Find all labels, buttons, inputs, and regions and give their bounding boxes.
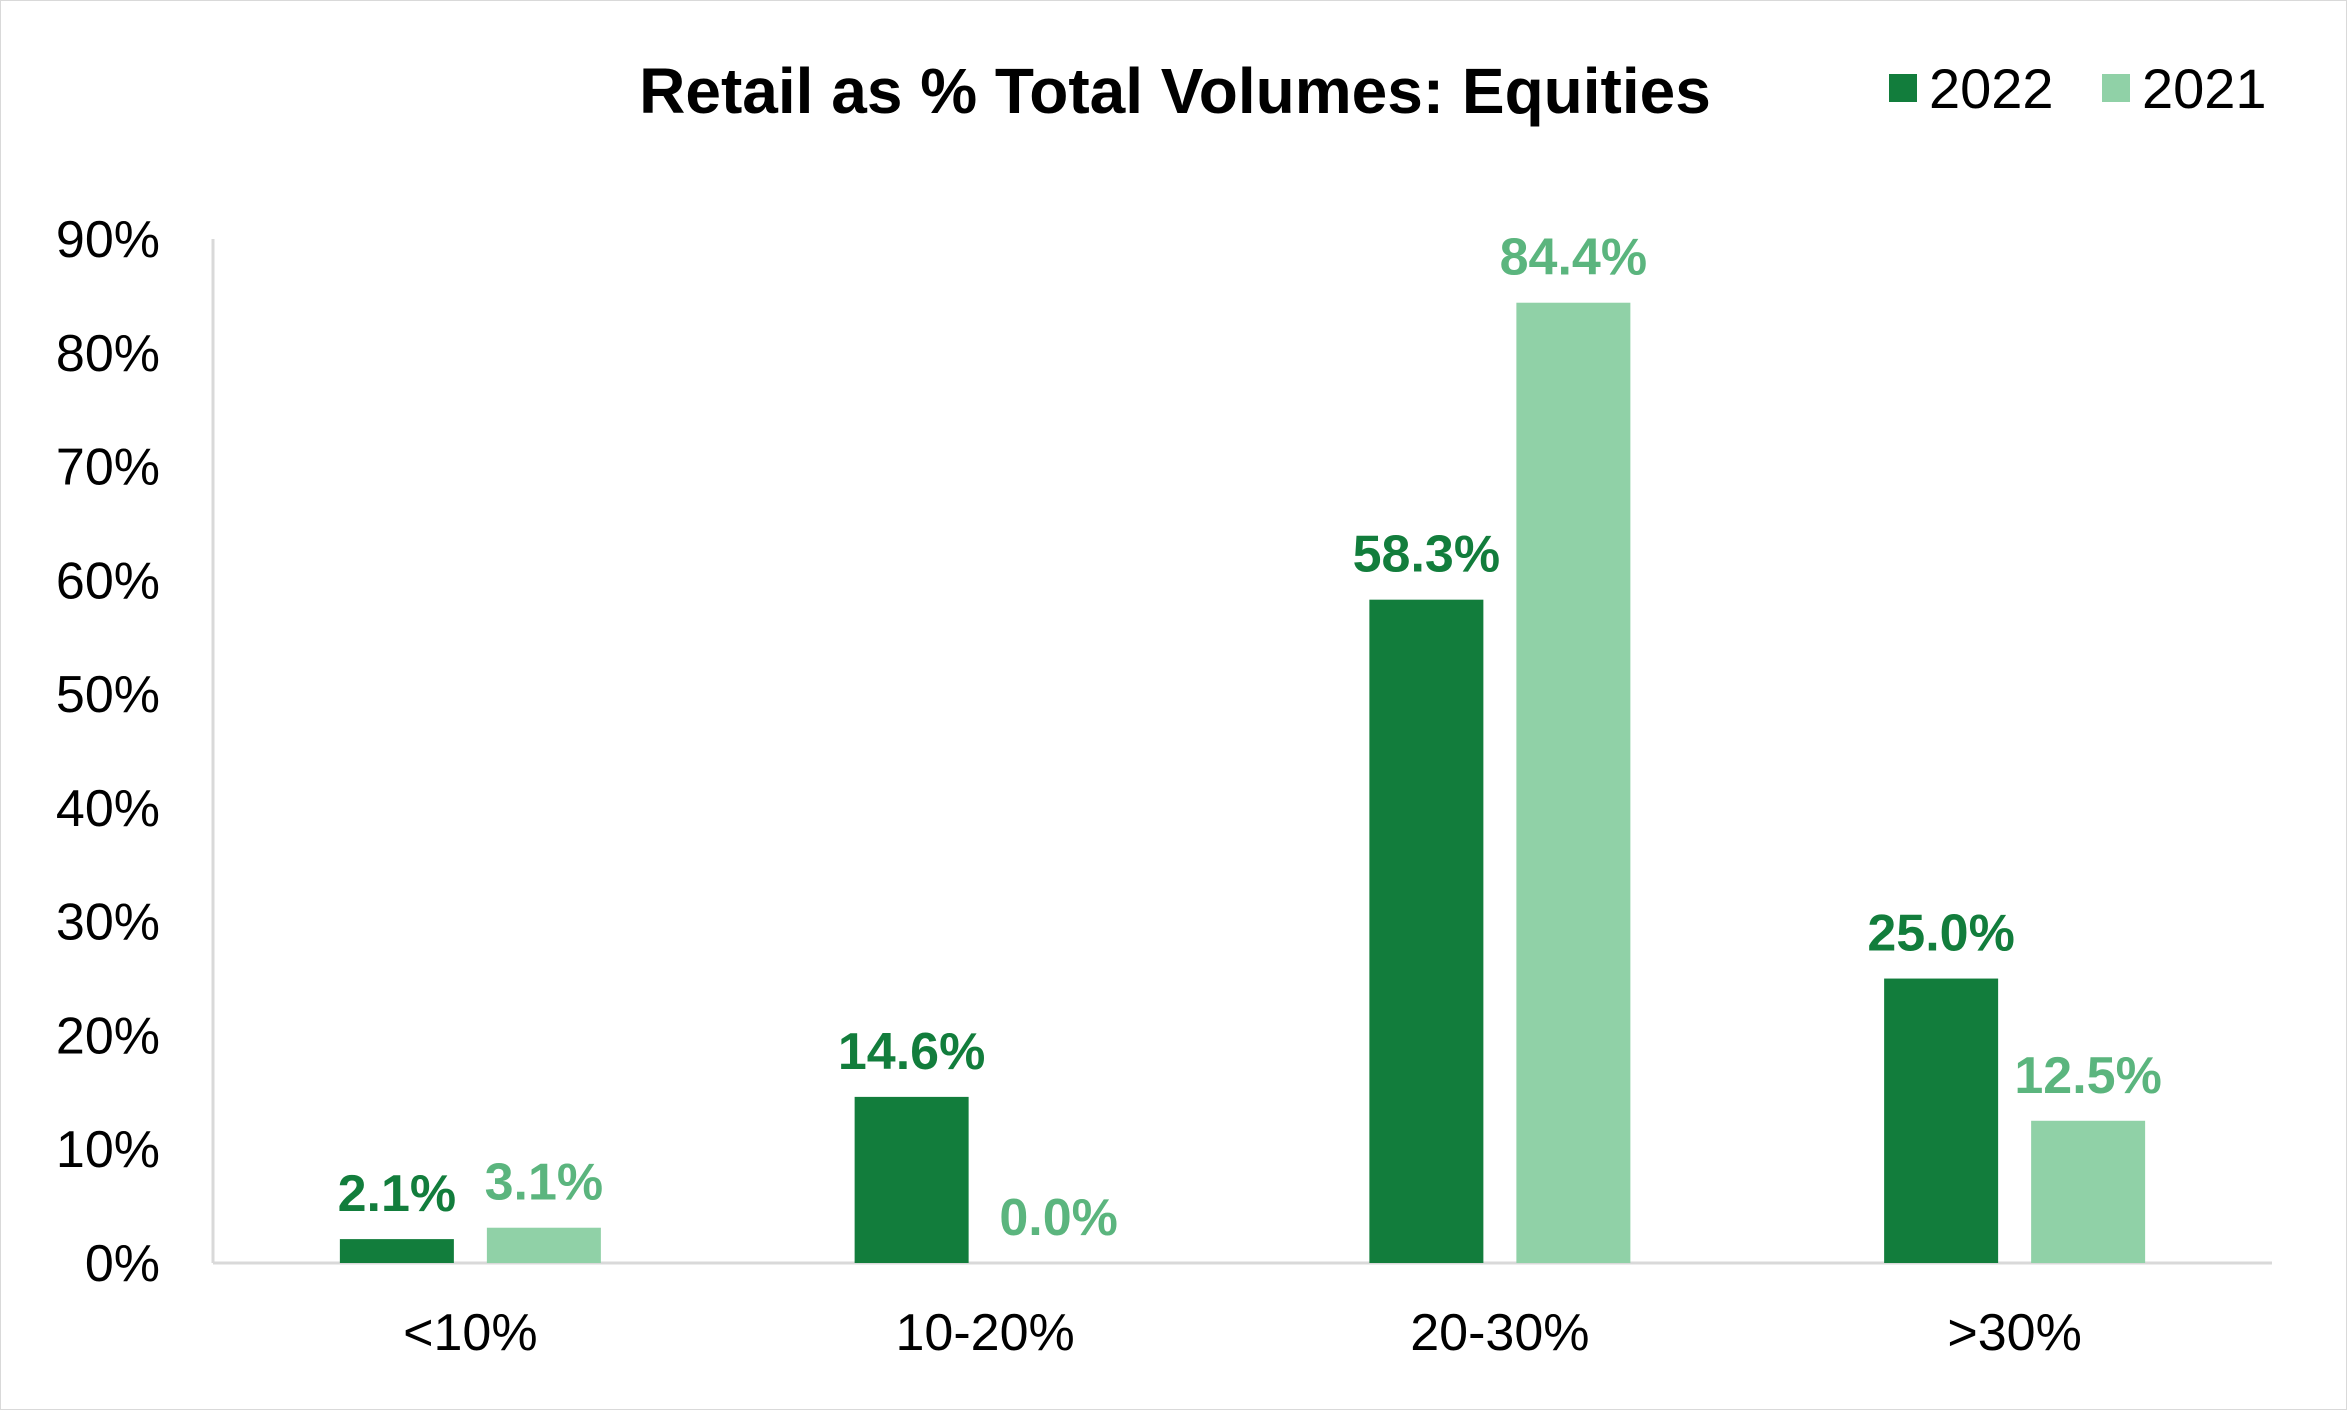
x-tick-label: <10% xyxy=(403,1304,537,1362)
y-tick-label: 50% xyxy=(56,666,160,724)
x-tick-label: >30% xyxy=(1947,1304,2081,1362)
data-label-2021: 12.5% xyxy=(2014,1047,2161,1105)
y-tick-label: 70% xyxy=(56,439,160,497)
data-label-2021: 84.4% xyxy=(1500,229,1647,287)
data-labels: 2.1% 3.1% 14.6% 0.0% 58.3% 84.4% 25.0% 12.5% xyxy=(338,229,2162,1247)
legend: 2022 2021 xyxy=(1889,57,2267,120)
bar-2021 xyxy=(486,1227,601,1263)
data-label-2022: 2.1% xyxy=(338,1165,457,1223)
x-tick-label: 20-30% xyxy=(1410,1304,1589,1362)
bar-2022 xyxy=(1369,599,1484,1263)
y-tick-label: 20% xyxy=(56,1007,160,1065)
y-tick-label: 0% xyxy=(85,1235,160,1293)
data-label-2022: 58.3% xyxy=(1353,526,1500,584)
y-tick-label: 10% xyxy=(56,1121,160,1179)
y-tick-label: 40% xyxy=(56,780,160,838)
y-tick-label: 80% xyxy=(56,325,160,383)
chart-title: Retail as % Total Volumes: Equities xyxy=(639,55,1711,127)
bar-2022 xyxy=(854,1096,969,1263)
data-label-2021: 3.1% xyxy=(485,1154,604,1212)
legend-label-2022: 2022 xyxy=(1929,57,2054,120)
bar-2022 xyxy=(1884,978,1999,1263)
legend-label-2021: 2021 xyxy=(2142,57,2267,120)
bar-2022 xyxy=(339,1239,454,1263)
y-tick-label: 60% xyxy=(56,552,160,610)
bar-2021 xyxy=(2031,1120,2146,1263)
x-tick-label: 10-20% xyxy=(896,1304,1075,1362)
y-tick-label: 30% xyxy=(56,894,160,952)
legend-swatch-2021 xyxy=(2102,74,2130,102)
y-tick-label: 90% xyxy=(56,211,160,269)
bar-2021 xyxy=(1516,302,1631,1263)
y-axis: 0% 10% 20% 30% 40% 50% 60% 70% 80% 90% xyxy=(56,211,215,1293)
x-axis: <10% 10-20% 20-30% >30% xyxy=(213,1261,2272,1362)
data-label-2022: 25.0% xyxy=(1867,905,2014,963)
data-label-2021: 0.0% xyxy=(999,1189,1118,1247)
data-label-2022: 14.6% xyxy=(838,1023,985,1081)
bars xyxy=(339,302,2146,1263)
legend-swatch-2022 xyxy=(1889,74,1917,102)
